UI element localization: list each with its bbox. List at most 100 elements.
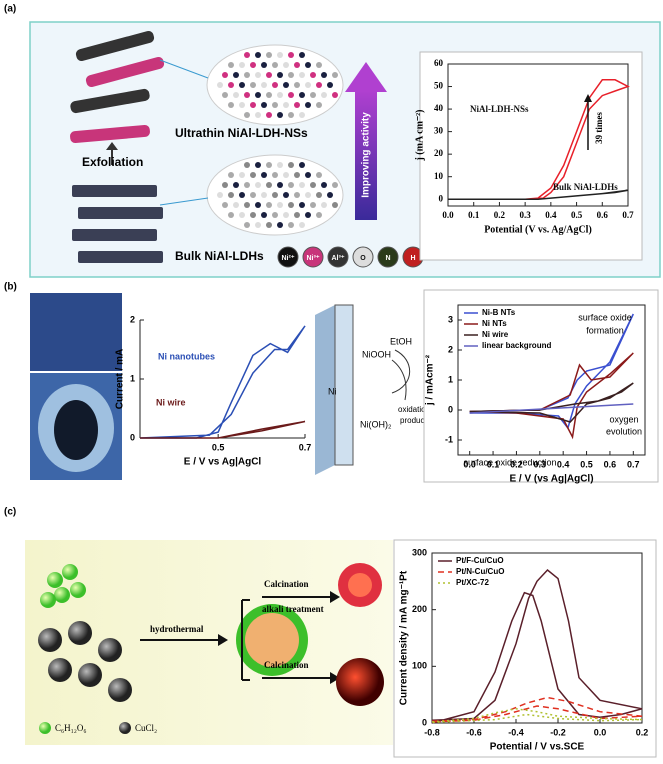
series-label: Bulk NiAl-LDHs (553, 182, 618, 192)
mechanism-diagram (315, 304, 411, 475)
lattice-dot (228, 82, 234, 88)
x-tick-label: 0.5 (212, 442, 225, 452)
lattice-dot (299, 52, 305, 58)
plot-area (431, 552, 643, 724)
x-tick-label: 0.7 (627, 459, 640, 469)
lattice-dot (288, 202, 294, 208)
lattice-dot (272, 192, 278, 198)
series-line (448, 79, 630, 200)
label: oxidation (398, 405, 430, 414)
lattice-dot (261, 62, 267, 68)
lattice-dot (250, 192, 256, 198)
label: Calcination (264, 660, 309, 670)
series-label: Ni nanotubes (158, 351, 215, 361)
label: NiOOH (362, 349, 391, 359)
lattice-dot (299, 92, 305, 98)
lattice-dot (316, 62, 322, 68)
lattice-dot (305, 62, 311, 68)
x-tick-label: 0.3 (520, 210, 532, 220)
lattice-dot (261, 82, 267, 88)
lattice-dot (228, 212, 234, 218)
lattice-dot (277, 182, 283, 188)
legend-label: Pt/F-Cu/CuO (456, 556, 504, 565)
y-tick-label: 20 (434, 148, 444, 158)
lattice-dot (294, 172, 300, 178)
panel-label: (b) (4, 282, 17, 293)
lattice-dot (233, 202, 239, 208)
lattice-dot (299, 72, 305, 78)
synthesis-diagram (38, 563, 384, 734)
y-tick-label: 2 (130, 314, 135, 324)
lattice-dot (266, 202, 272, 208)
y-tick-label: 0 (422, 717, 427, 727)
lattice-dot (299, 162, 305, 168)
y-tick-label: 3 (448, 314, 453, 324)
y-axis-label: Current density / mA mg⁻¹Pt (399, 570, 410, 705)
label: hydrothermal (150, 624, 204, 634)
chart-frame (393, 539, 657, 758)
lattice-dot (310, 92, 316, 98)
x-tick-label: 0.1 (468, 210, 480, 220)
lattice-dot (239, 102, 245, 108)
lattice-dot (272, 82, 278, 88)
x-tick-label: 0.7 (622, 210, 634, 220)
x-axis-label: Potential (V vs. Ag/AgCl) (484, 224, 592, 235)
lattice-dot (327, 192, 333, 198)
x-axis-label: E / V vs Ag|AgCl (184, 457, 262, 468)
lattice-dot (288, 162, 294, 168)
lattice-dot (332, 202, 338, 208)
lattice-dot (316, 192, 322, 198)
lattice-dot (305, 102, 311, 108)
lattice-dot (299, 222, 305, 228)
lattice-dot (299, 202, 305, 208)
lattice-dot (277, 162, 283, 168)
lattice-dot (305, 82, 311, 88)
lattice-dot (233, 182, 239, 188)
lattice-dot (277, 72, 283, 78)
x-tick-label: -0.8 (424, 727, 440, 737)
legend-label: Ni-B NTs (482, 308, 516, 317)
lattice-dot (332, 92, 338, 98)
lattice-dot (294, 82, 300, 88)
lattice-dot (250, 82, 256, 88)
x-tick-label: 0.2 (510, 459, 523, 469)
y-axis-label: Current / mA (115, 349, 126, 410)
lattice-dot (310, 202, 316, 208)
y-axis-label: j / mAcm⁻² (425, 354, 436, 406)
lattice-dot (327, 82, 333, 88)
y-tick-label: 100 (412, 661, 427, 671)
lattice-dot (305, 212, 311, 218)
plot-area (447, 63, 629, 207)
lattice-dot (228, 102, 234, 108)
y-tick-label: 50 (434, 81, 444, 91)
y-tick-label: 0 (439, 193, 444, 203)
lattice-dot (244, 162, 250, 168)
lattice-dot (321, 72, 327, 78)
x-tick-label: 0.4 (557, 459, 570, 469)
series-line (469, 403, 634, 414)
ion-label: Ni²⁺ (281, 255, 294, 262)
lattice-dot (277, 92, 283, 98)
ion-legend: Ni²⁺ Ni³⁺ Al³⁺ O N H (277, 246, 424, 268)
arrow-head (584, 94, 592, 102)
lattice-dot (244, 52, 250, 58)
label: Ni(OH)₂ (360, 419, 392, 429)
legend-label: Pt/XC-72 (456, 578, 489, 587)
lattice-dot (310, 72, 316, 78)
lattice-dot (261, 172, 267, 178)
lattice-dot (283, 102, 289, 108)
x-tick-label: 0.0 (442, 210, 454, 220)
y-tick-label: 30 (434, 126, 444, 136)
lattice-dot (239, 172, 245, 178)
lattice-dot (321, 92, 327, 98)
lattice-dot (266, 52, 272, 58)
lattice-dot (261, 212, 267, 218)
y-tick-label: 2 (448, 344, 453, 354)
lattice-dot (277, 222, 283, 228)
panel-label: (c) (4, 507, 16, 518)
lattice-dot (266, 72, 272, 78)
series-label: Ni wire (156, 397, 186, 407)
lattice-dot (233, 92, 239, 98)
x-tick-label: 0.5 (580, 459, 593, 469)
